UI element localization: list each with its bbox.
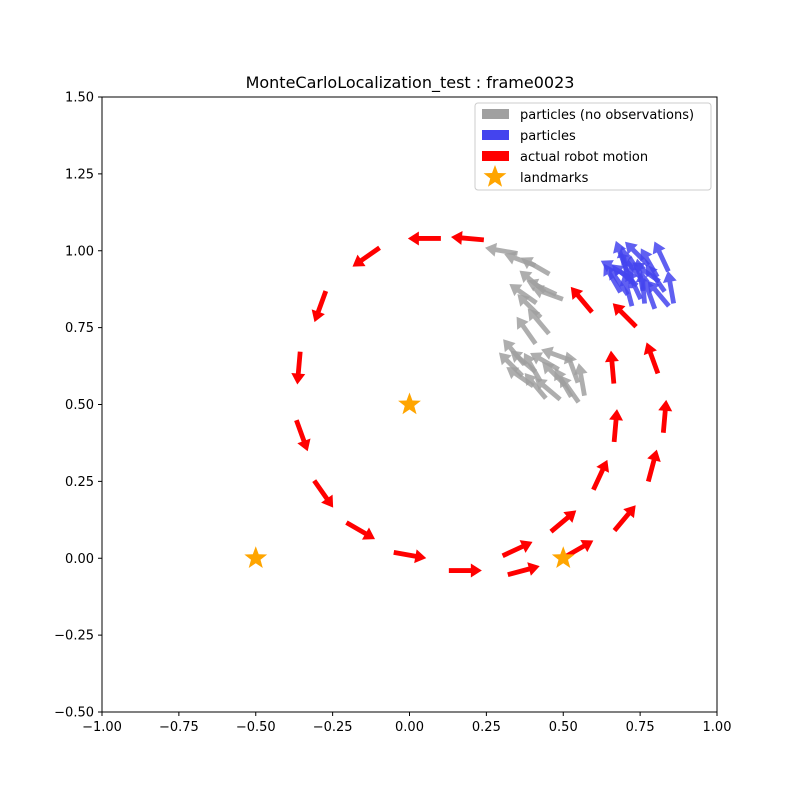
x-tick-label: −0.25 (313, 720, 353, 735)
x-tick-label: 0.25 (472, 720, 501, 735)
robot-motion-arrow (645, 449, 661, 483)
robot-motion-arrow (352, 245, 381, 267)
x-tick-label: −0.50 (236, 720, 276, 735)
y-tick-label: 1.25 (65, 167, 94, 182)
robot-motion-arrow (658, 399, 673, 433)
robot-motion-arrow (591, 459, 610, 491)
robot-motion-arrow (294, 419, 311, 452)
particle-no-observation-arrow (534, 378, 562, 402)
particle-no-observation-arrow (520, 257, 551, 277)
legend-box (474, 102, 712, 191)
robot-motion-layer (291, 230, 673, 578)
landmark-star (398, 392, 421, 415)
robot-motion-arrow (604, 350, 619, 384)
x-tick-label: 0.50 (549, 720, 578, 735)
particle-no-observation-arrow (541, 346, 573, 364)
y-tick-label: 0.75 (65, 321, 94, 336)
x-axis: −1.00 −0.75 −0.50 −0.25 0.00 0.25 0.50 0.75 1.00 (82, 712, 731, 735)
x-tick-label: 0.00 (395, 720, 424, 735)
y-tick-label: 0.00 (65, 552, 94, 567)
legend: particles (no observations) particles ac… (474, 102, 712, 191)
plot-area (244, 230, 677, 578)
particle-no-observation-arrow (498, 352, 524, 378)
particles-layer (600, 240, 677, 310)
particle-arrow (647, 280, 671, 308)
robot-motion-arrow (507, 562, 540, 578)
robot-motion-arrow (345, 520, 376, 540)
x-tick-label: 1.00 (703, 720, 732, 735)
landmark-star (244, 546, 268, 568)
robot-motion-arrow (501, 540, 533, 558)
robot-motion-arrow (612, 505, 636, 533)
particle-arrow (652, 241, 671, 273)
y-axis: −0.50 −0.25 0.00 0.25 0.50 0.75 1.00 1.25 1.50 (54, 91, 102, 721)
x-tick-label: −1.00 (82, 720, 122, 735)
y-tick-label: 0.25 (65, 475, 94, 490)
particles-no-observations-layer (485, 242, 588, 404)
robot-motion-arrow (643, 342, 661, 375)
legend-swatch-particles (482, 130, 509, 140)
robot-motion-arrow (609, 409, 624, 443)
y-tick-label: 1.00 (65, 244, 94, 259)
legend-label-actual-robot-motion: actual robot motion (520, 150, 648, 165)
chart-title: MonteCarloLocalization_test : frame0023 (246, 73, 575, 93)
robot-motion-arrow (570, 286, 594, 314)
particle-no-observation-arrow (527, 308, 551, 336)
particle-no-observation-arrow (509, 284, 538, 305)
robot-motion-arrow (312, 479, 334, 508)
x-tick-label: −0.75 (159, 720, 199, 735)
robot-motion-arrow (563, 539, 594, 560)
y-tick-label: 0.50 (65, 398, 94, 413)
particle-arrow (603, 263, 623, 294)
particle-no-observation-arrow (524, 373, 548, 400)
legend-swatch-actual-robot-motion (482, 151, 509, 161)
landmarks-layer (244, 392, 575, 568)
legend-label-landmarks: landmarks (520, 171, 589, 186)
particle-arrow (600, 260, 631, 280)
legend-swatch-particles-no-observations (482, 109, 509, 119)
x-tick-label: 0.75 (626, 720, 655, 735)
robot-motion-arrow (393, 549, 427, 564)
particle-no-observation-arrow (531, 285, 564, 302)
particle-no-observation-arrow (523, 352, 543, 383)
particle-no-observation-arrow (559, 375, 581, 404)
particle-arrow (616, 246, 631, 280)
legend-label-particles: particles (520, 129, 576, 144)
robot-motion-arrow (450, 230, 485, 245)
y-tick-label: 1.50 (65, 91, 94, 106)
robot-motion-arrow (549, 510, 577, 534)
legend-star-icon (483, 165, 507, 187)
particle-arrow (608, 267, 630, 296)
landmark-star (551, 546, 575, 568)
y-tick-label: −0.50 (54, 706, 94, 721)
particle-arrow (625, 241, 651, 267)
particle-no-observation-arrow (516, 316, 538, 346)
robot-motion-arrow (291, 351, 306, 385)
robot-motion-arrow (407, 231, 441, 246)
robot-motion-arrow (612, 303, 638, 329)
robot-motion-arrow (311, 290, 329, 323)
y-tick-label: −0.25 (54, 629, 94, 644)
legend-swatch-landmarks (483, 165, 507, 187)
particle-no-observation-arrow (573, 363, 588, 397)
robot-motion-arrow (448, 563, 482, 578)
legend-label-particles-no-observations: particles (no observations) (520, 108, 694, 123)
particle-arrow (662, 270, 677, 304)
particle-arrow (632, 262, 661, 284)
